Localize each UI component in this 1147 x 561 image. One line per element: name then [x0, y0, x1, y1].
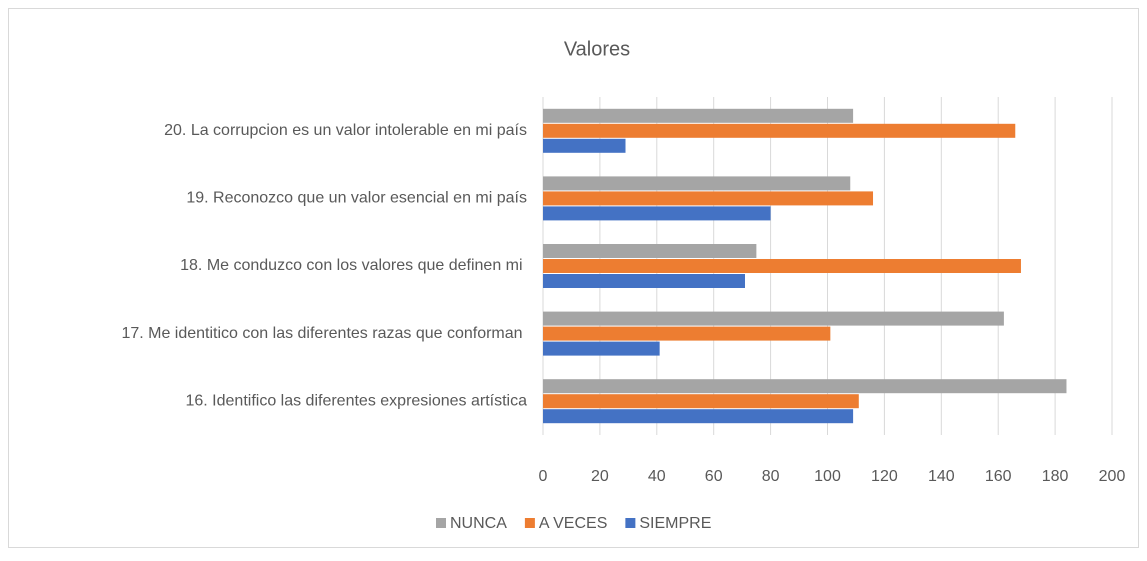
- bar: [543, 259, 1021, 273]
- x-tick-label: 120: [871, 468, 898, 485]
- x-tick-label: 0: [539, 468, 548, 485]
- bar: [543, 244, 757, 258]
- bar: [543, 206, 771, 221]
- bar: [543, 394, 859, 409]
- y-tick-label: 20. La corrupcion es un valor intolerabl…: [164, 122, 527, 139]
- x-tick-label: 60: [705, 468, 723, 485]
- bar: [543, 123, 1016, 138]
- legend-swatch: [625, 518, 636, 528]
- legend-swatch: [524, 518, 535, 528]
- x-tick-label: 80: [762, 468, 780, 485]
- bar: [543, 176, 851, 191]
- legend-label: NUNCA: [450, 515, 507, 532]
- bar: [543, 191, 874, 206]
- legend-swatch: [436, 518, 446, 528]
- y-tick-label: 17. Me identitico con las diferentes raz…: [121, 325, 527, 342]
- x-tick-label: 180: [1042, 468, 1069, 485]
- chart-title: Valores: [564, 38, 630, 60]
- bar: [543, 326, 831, 341]
- bar: [543, 341, 660, 356]
- x-tick-label: 140: [928, 468, 955, 485]
- y-tick-label: 16. Identifico las diferentes expresione…: [185, 392, 527, 409]
- x-tick-label: 200: [1099, 468, 1126, 485]
- bar: [543, 138, 626, 153]
- x-tick-label: 160: [985, 468, 1012, 485]
- x-tick-label: 40: [648, 468, 666, 485]
- y-tick-label: 19. Reconozco que un valor esencial en m…: [186, 190, 527, 207]
- x-tick-label: 20: [591, 468, 609, 485]
- bar: [543, 379, 1067, 394]
- bar: [543, 274, 745, 288]
- legend-label: SIEMPRE: [639, 515, 711, 532]
- legend-label: A VECES: [539, 515, 607, 532]
- y-tick-label: 18. Me conduzco con los valores que defi…: [180, 257, 527, 274]
- bar: [543, 108, 854, 123]
- x-tick-label: 100: [814, 468, 841, 485]
- bar: [543, 409, 854, 424]
- bar: [543, 311, 1004, 326]
